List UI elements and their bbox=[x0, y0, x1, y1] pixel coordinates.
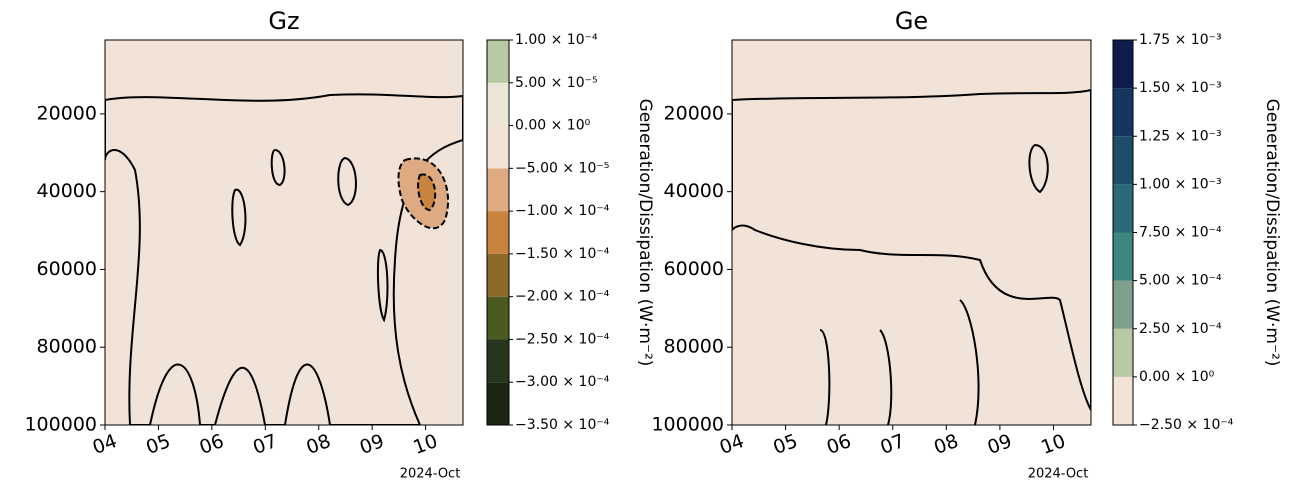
colorbar-label: Generation/Dissipation (W·m⁻²) bbox=[1262, 99, 1282, 367]
colorbar-label: Generation/Dissipation (W·m⁻²) bbox=[635, 99, 655, 367]
colorbar-band bbox=[487, 40, 509, 83]
colorbar-band bbox=[487, 125, 509, 169]
colorbar-tick-label: 1.00 × 10⁻⁴ bbox=[515, 32, 598, 48]
x-tick-label: 05 bbox=[770, 430, 800, 459]
y-tick-label: 100000 bbox=[24, 414, 97, 436]
x-axis-note: 2024-Oct bbox=[400, 467, 461, 482]
colorbar-band bbox=[1113, 40, 1133, 89]
colorbar-band bbox=[487, 339, 509, 383]
colorbar-band bbox=[487, 82, 509, 126]
x-tick-label: 08 bbox=[303, 430, 333, 459]
colorbar-tick-label: 1.75 × 10⁻³ bbox=[1139, 32, 1222, 48]
x-tick-label: 07 bbox=[877, 430, 907, 459]
y-tick-label: 60000 bbox=[664, 258, 724, 280]
colorbar-frame bbox=[486, 39, 510, 426]
colorbar-tick-label: 1.25 × 10⁻³ bbox=[1139, 128, 1222, 144]
y-tick-label: 20000 bbox=[37, 102, 97, 124]
y-tick-label: 40000 bbox=[664, 180, 724, 202]
colorbar-tick-label: 0.00 × 10⁰ bbox=[515, 118, 591, 134]
colorbar-band bbox=[487, 296, 509, 340]
y-tick-label: 40000 bbox=[37, 180, 97, 202]
plot-frame bbox=[104, 39, 464, 426]
colorbar-tick-label: 1.50 × 10⁻³ bbox=[1139, 80, 1222, 96]
y-tick-label: 60000 bbox=[37, 258, 97, 280]
colorbar-band bbox=[487, 382, 509, 425]
x-tick-label: 10 bbox=[1038, 430, 1068, 459]
x-tick-label: 07 bbox=[250, 430, 280, 459]
colorbar-band bbox=[1113, 328, 1133, 377]
colorbar-band bbox=[487, 211, 509, 254]
colorbar-tick-label: −1.00 × 10⁻⁴ bbox=[515, 203, 610, 219]
colorbar-tick-label: −3.00 × 10⁻⁴ bbox=[515, 374, 610, 390]
colorbar-band bbox=[1113, 88, 1133, 137]
panel-title: Gz bbox=[268, 7, 299, 35]
colorbar-tick-label: 1.00 × 10⁻³ bbox=[1139, 176, 1222, 192]
colorbar-band bbox=[1113, 184, 1133, 233]
x-tick-label: 10 bbox=[410, 430, 440, 459]
x-tick-label: 06 bbox=[824, 430, 854, 459]
colorbar-tick-label: 5.00 × 10⁻⁴ bbox=[1139, 273, 1222, 289]
colorbar-tick-label: −2.50 × 10⁻⁴ bbox=[515, 331, 610, 347]
colorbar-tick-label: 0.00 × 10⁰ bbox=[1139, 369, 1215, 385]
plot-frame bbox=[731, 39, 1092, 426]
colorbar-band bbox=[1113, 232, 1133, 281]
colorbar-tick-label: −2.50 × 10⁻⁴ bbox=[1139, 417, 1234, 433]
colorbar-tick-label: −5.00 × 10⁻⁵ bbox=[515, 160, 609, 176]
x-tick-label: 09 bbox=[357, 430, 387, 459]
colorbar-tick-label: 5.00 × 10⁻⁵ bbox=[515, 75, 598, 91]
colorbar-tick-label: −3.50 × 10⁻⁴ bbox=[515, 417, 610, 433]
colorbar-band bbox=[487, 168, 509, 212]
y-tick-label: 80000 bbox=[664, 336, 724, 358]
colorbar-tick-label: 2.50 × 10⁻⁴ bbox=[1139, 321, 1222, 337]
contour-field bbox=[732, 40, 1091, 425]
colorbar-band bbox=[1113, 280, 1133, 329]
colorbar-tick-label: −2.00 × 10⁻⁴ bbox=[515, 289, 610, 305]
x-tick-label: 09 bbox=[985, 430, 1015, 459]
x-tick-label: 05 bbox=[143, 430, 173, 459]
contour-field bbox=[105, 40, 463, 425]
colorbar-band bbox=[1113, 136, 1133, 185]
colorbar-tick-label: −1.50 × 10⁻⁴ bbox=[515, 246, 610, 262]
y-tick-label: 20000 bbox=[664, 102, 724, 124]
panel-title: Ge bbox=[895, 7, 928, 35]
x-tick-label: 06 bbox=[197, 430, 227, 459]
colorbar-band bbox=[1113, 376, 1133, 425]
x-axis-note: 2024-Oct bbox=[1028, 467, 1089, 482]
y-tick-label: 80000 bbox=[37, 336, 97, 358]
colorbar-tick-label: 7.50 × 10⁻⁴ bbox=[1139, 225, 1222, 241]
x-tick-label: 08 bbox=[931, 430, 961, 459]
y-tick-label: 100000 bbox=[651, 414, 724, 436]
colorbar-band bbox=[487, 253, 509, 297]
